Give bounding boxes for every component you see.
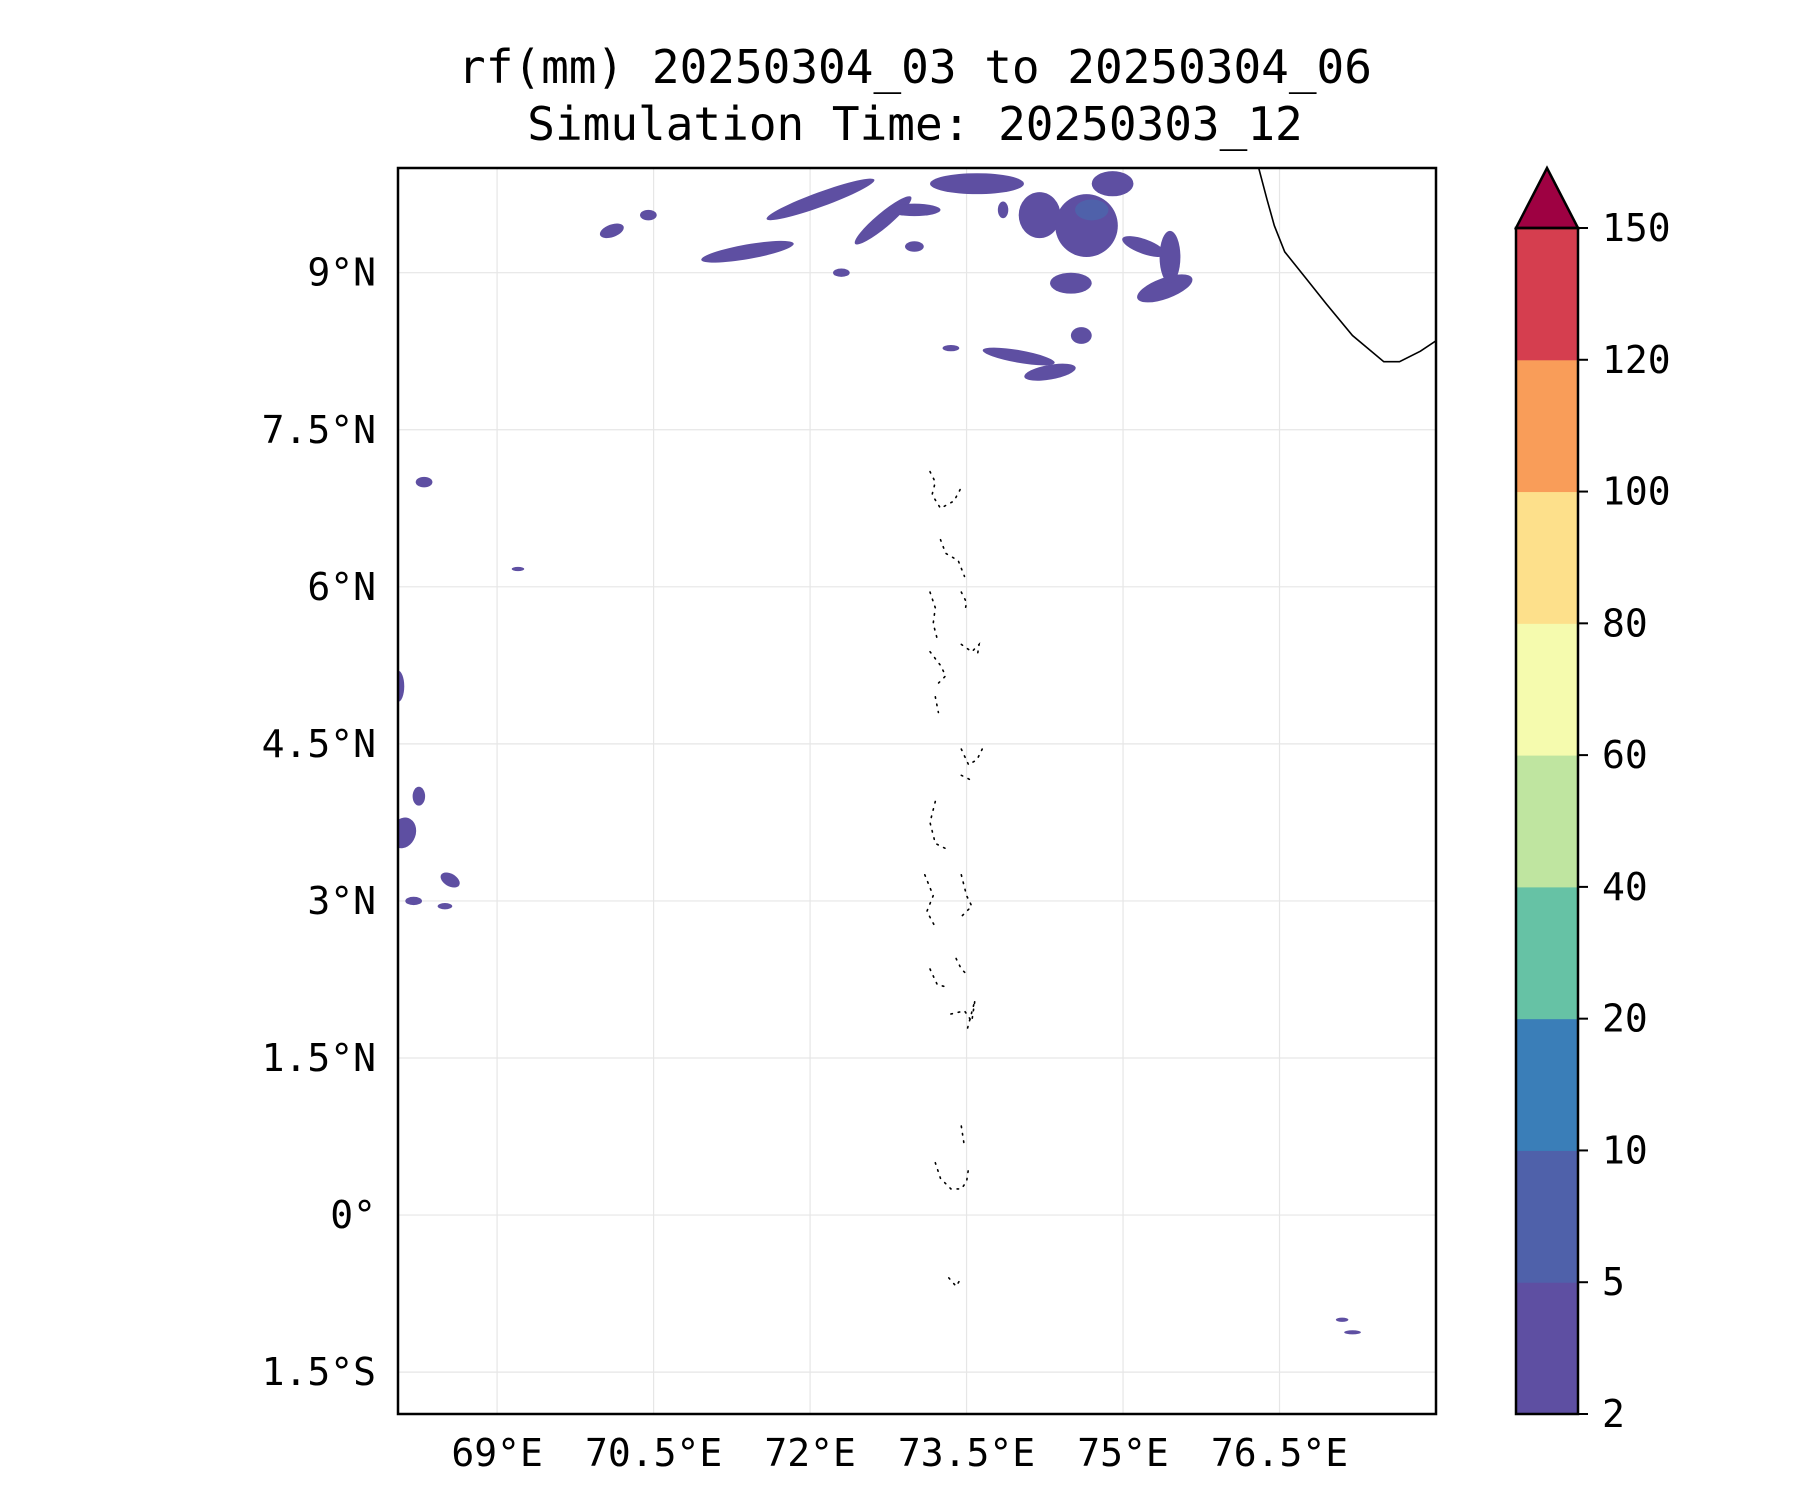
colorbar-label-0: 2	[1602, 1392, 1625, 1436]
rain-area-23	[511, 566, 525, 572]
x-tick-label-1: 70.5°E	[585, 1431, 722, 1475]
y-tick-label-5: 1.5°N	[262, 1036, 376, 1080]
maldives-atoll-6	[934, 695, 940, 714]
colorbar-label-6: 80	[1602, 601, 1648, 645]
rain-area-1	[701, 240, 794, 263]
colorbar-label-4: 40	[1602, 865, 1648, 909]
colorbar-segment-4	[1516, 755, 1578, 888]
colorbar-label-9: 150	[1602, 206, 1671, 250]
rain-area-8	[1122, 236, 1166, 257]
rain-area-7	[1075, 199, 1109, 221]
colorbar-label-5: 60	[1602, 733, 1648, 777]
maldives-atoll-7	[960, 748, 984, 766]
rain-area-30	[1335, 1317, 1349, 1322]
rain-area-0	[766, 178, 875, 221]
colorbar-segment-0	[1516, 1282, 1578, 1415]
rain-area-26	[398, 817, 417, 849]
colorbar-label-7: 100	[1602, 470, 1671, 514]
rainfall-contours	[398, 171, 1361, 1335]
rain-area-16	[1070, 327, 1092, 344]
y-tick-label-1: 7.5°N	[262, 408, 376, 452]
maldives-atoll-8	[960, 774, 973, 782]
rain-area-17	[905, 241, 924, 252]
colorbar-segment-5	[1516, 623, 1578, 756]
figure-title-line-1: rf(mm) 20250304_03 to 20250304_06	[458, 40, 1372, 94]
rain-area-25	[412, 786, 426, 806]
figure-title-line-2: Simulation Time: 20250303_12	[527, 97, 1302, 151]
rain-area-5	[1018, 192, 1061, 239]
rain-area-21	[640, 209, 657, 221]
y-tick-label-4: 3°N	[307, 879, 376, 923]
colorbar-segment-7	[1516, 359, 1578, 493]
rain-area-18	[833, 268, 850, 277]
rain-area-28	[405, 896, 422, 906]
maldives-atoll-10	[923, 873, 937, 928]
rain-area-4	[930, 173, 1024, 195]
y-axis-ticks: 9°N 7.5°N 6°N 4.5°N 3°N 1.5°N 0° 1.5°S	[262, 251, 376, 1394]
y-tick-label-6: 0°	[330, 1193, 376, 1237]
map-area: 69°E 70.5°E 72°E 73.5°E 75°E 76.5°E 9°N 7.5°N 6…	[262, 166, 1438, 1475]
rain-area-20	[599, 223, 624, 239]
y-tick-label-7: 1.5°S	[262, 1350, 376, 1394]
coastlines	[923, 168, 1436, 1288]
rain-area-15	[942, 344, 960, 352]
colorbar-label-3: 20	[1602, 997, 1648, 1041]
colorbar-segment-6	[1516, 491, 1578, 624]
x-axis-ticks: 69°E 70.5°E 72°E 73.5°E 75°E 76.5°E	[451, 1431, 1348, 1475]
maldives-atoll-5	[929, 650, 947, 688]
rain-area-19	[997, 201, 1009, 219]
colorbar-segment-2	[1516, 1018, 1578, 1151]
maldives-atoll-4	[960, 642, 981, 659]
rain-area-14	[1024, 363, 1076, 381]
x-tick-label-4: 75°E	[1077, 1431, 1169, 1475]
x-tick-label-5: 76.5°E	[1211, 1431, 1348, 1475]
maldives-atoll-14	[950, 1000, 976, 1033]
colorbar: 2 5 10 20 40 60 80 100 120 150	[1513, 165, 1671, 1436]
map-background	[398, 168, 1436, 1414]
rain-area-10	[1159, 230, 1181, 284]
x-tick-label-3: 73.5°E	[898, 1431, 1035, 1475]
colorbar-frame	[1514, 226, 1580, 1416]
maldives-atoll-16	[934, 1161, 970, 1190]
gridlines	[398, 168, 1436, 1414]
rain-area-9	[1137, 274, 1193, 303]
y-tick-label-3: 4.5°N	[262, 722, 376, 766]
rain-area-27	[440, 872, 460, 888]
maldives-atoll-13	[929, 968, 947, 988]
maldives-atoll-12	[955, 957, 968, 976]
y-tick-label-0: 9°N	[307, 251, 376, 295]
colorbar-segment-1	[1516, 1150, 1578, 1283]
colorbar-label-2: 10	[1602, 1128, 1648, 1172]
colorbar-extend-arrow	[1513, 165, 1581, 230]
rain-area-24	[398, 670, 405, 702]
rain-area-11	[1050, 272, 1092, 294]
rain-area-12	[1091, 171, 1134, 197]
rain-area-22	[415, 476, 433, 488]
rain-area-13	[982, 347, 1055, 366]
y-tick-label-2: 6°N	[307, 565, 376, 609]
colorbar-label-8: 120	[1602, 338, 1671, 382]
x-tick-label-0: 69°E	[451, 1431, 543, 1475]
maldives-atoll-2	[929, 591, 939, 641]
rain-area-29	[437, 903, 453, 910]
rain-area-3	[888, 203, 941, 217]
rain-area-31	[1344, 1330, 1361, 1335]
colorbar-label-1: 5	[1602, 1260, 1625, 1304]
map-frame	[396, 166, 1438, 1416]
x-tick-label-2: 72°E	[764, 1431, 856, 1475]
colorbar-segment-3	[1516, 886, 1578, 1020]
coastline-india	[1257, 168, 1436, 363]
colorbar-segment-8	[1516, 228, 1578, 361]
maldives-atoll-1	[939, 538, 966, 578]
